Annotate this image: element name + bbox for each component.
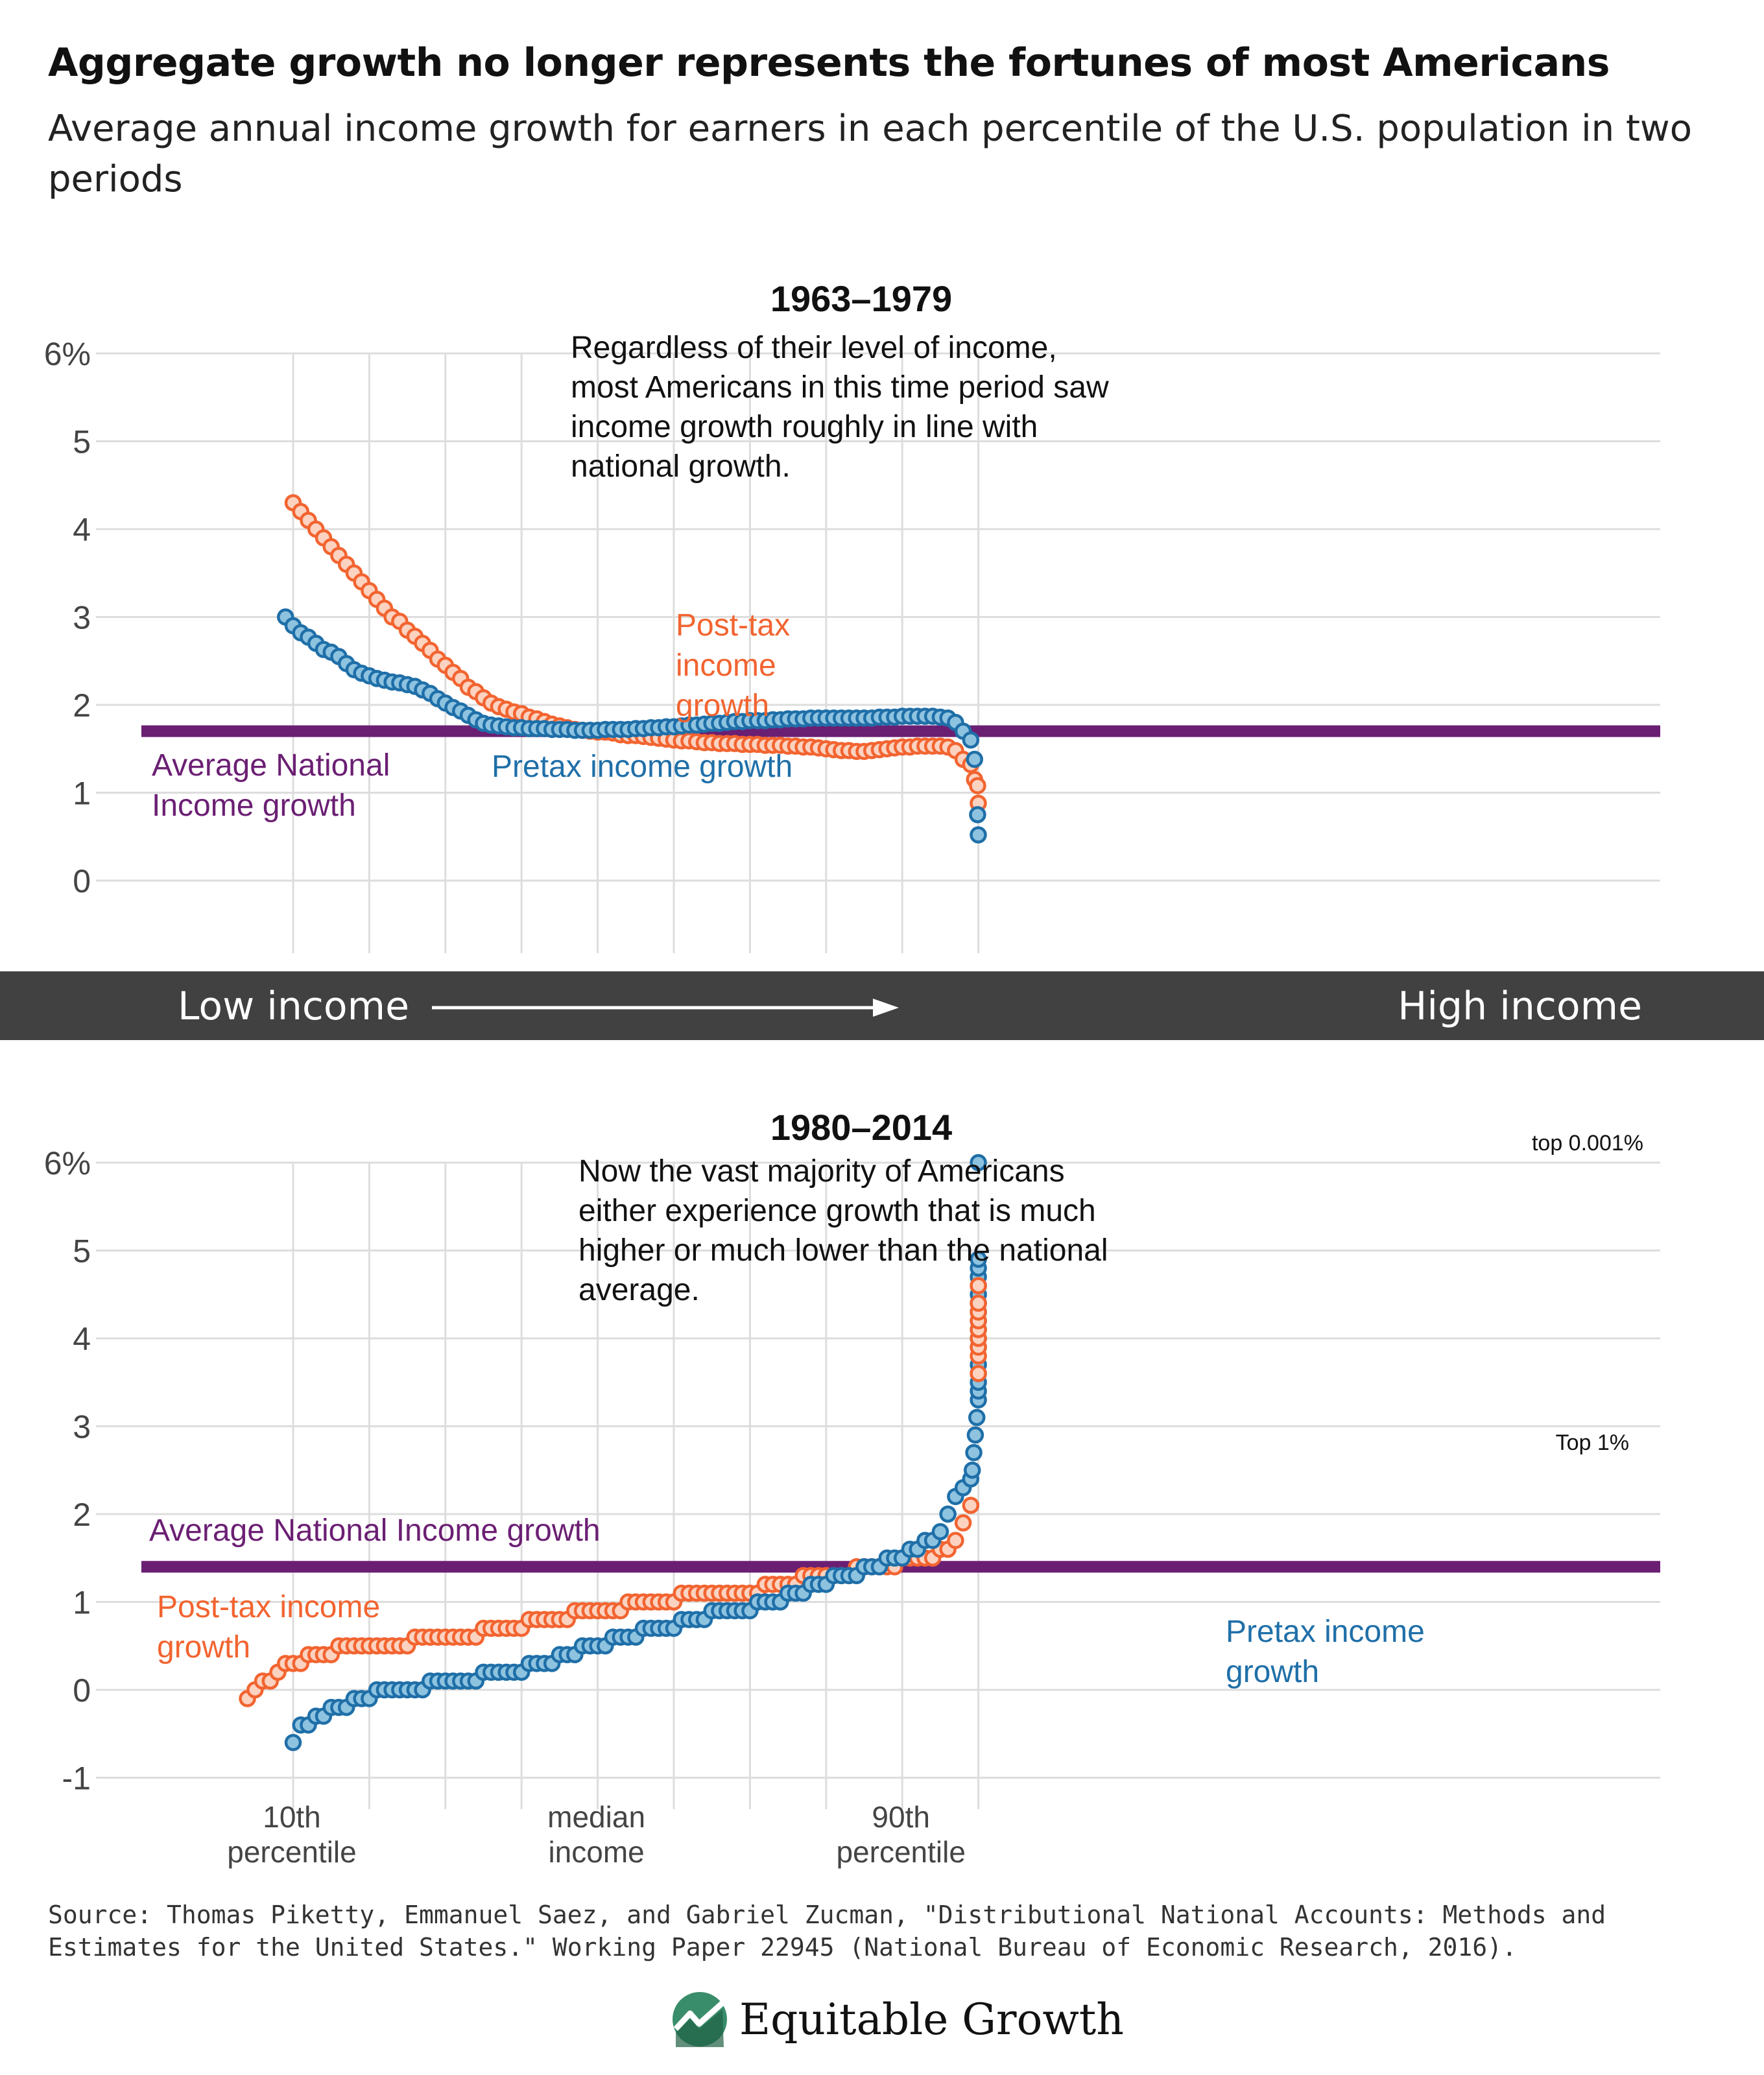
high-income-label: High income: [1398, 984, 1642, 1029]
growth-chart-logo-icon: [673, 1992, 727, 2047]
posttax-point: [962, 1497, 980, 1514]
y-tick-label: 5: [73, 1233, 91, 1270]
pretax-point: [966, 1426, 984, 1444]
logo: Equitable Growth: [672, 1987, 1124, 2052]
pretax-point: [970, 1250, 987, 1268]
panel-annotation: Regardless of their level of income, most…: [571, 331, 1109, 484]
panel-annotation: Now the vast majority of Americans either…: [578, 1154, 1108, 1307]
pretax-point: [939, 1505, 957, 1523]
x-tick-label: income: [548, 1835, 644, 1869]
posttax-point: [970, 1277, 987, 1294]
y-tick-label: 4: [73, 512, 91, 548]
y-tick-label: 1: [73, 776, 91, 812]
x-tick-label: percentile: [836, 1835, 965, 1869]
y-tick-label: 4: [73, 1321, 91, 1357]
y-tick-label: 2: [73, 1497, 91, 1533]
chart-canvas: 6% 5 4 3 2 1 0 1963–1979 Pretax income growth Reg…: [44, 278, 1660, 1869]
pretax-point: [969, 806, 986, 824]
chart-panel-1: 6% 5 4 3 2 1 0 1963–1979 Pretax income growth: [44, 278, 1660, 953]
x-tick-label: median: [547, 1800, 645, 1834]
panel-title: 1963–1979: [770, 278, 952, 319]
pretax-point: [966, 750, 983, 768]
pretax-point: [284, 1734, 302, 1751]
panel-title: 1980–2014: [770, 1107, 952, 1148]
posttax-series-label: Post-tax income growth: [676, 608, 790, 723]
page-title: Aggregate growth no longer represents th…: [48, 40, 1610, 86]
posttax-point: [970, 1294, 987, 1312]
y-tick-label: 3: [73, 600, 91, 636]
posttax-point: [970, 1364, 987, 1382]
national-average-label: Average National Income growth: [149, 1513, 601, 1548]
pretax-point: [968, 1408, 986, 1427]
pretax-point: [963, 1462, 981, 1479]
x-tick-label: 90th: [872, 1800, 930, 1834]
top-0001-label: top 0.001%: [1532, 1131, 1643, 1156]
pretax-point: [962, 731, 980, 749]
arrow-right-icon: [432, 999, 899, 1017]
y-tick-label: 3: [73, 1409, 91, 1445]
national-average-label: Average National Income growth: [152, 748, 390, 823]
pretax-series-label: Pretax income growth: [492, 750, 793, 784]
y-tick-label: 6%: [44, 336, 91, 372]
posttax-point: [954, 1514, 972, 1532]
logo-text: Equitable Growth: [739, 1994, 1124, 2045]
pretax-point: [965, 1443, 983, 1462]
page-subtitle: Average annual income growth for earners…: [48, 108, 1692, 200]
posttax-point: [969, 777, 986, 794]
y-tick-label: 6%: [44, 1145, 91, 1181]
pretax-series-label: Pretax income growth: [1226, 1615, 1425, 1689]
y-tick-label: 1: [73, 1585, 91, 1621]
top-1-label: Top 1%: [1556, 1430, 1629, 1455]
posttax-point: [947, 1532, 964, 1549]
pretax-point: [970, 826, 987, 844]
posttax-series-label: Post-tax income growth: [157, 1590, 380, 1665]
source-note: Source: Thomas Piketty, Emmanuel Saez, a…: [48, 1901, 1606, 1962]
y-tick-label: 0: [73, 863, 91, 899]
x-tick-label: percentile: [227, 1835, 356, 1869]
low-income-label: Low income: [178, 984, 409, 1029]
y-tick-label: 5: [73, 424, 91, 460]
y-tick-label: 2: [73, 687, 91, 724]
pretax-point: [931, 1523, 949, 1541]
y-tick-label: -1: [62, 1761, 91, 1797]
pretax-point: [970, 1154, 987, 1172]
chart-panel-2: 6% 5 4 3 2 1 0 -1 1980–2014 Average National Inco…: [44, 1107, 1660, 1869]
x-tick-label: 10th: [263, 1800, 321, 1834]
y-tick-label: 0: [73, 1672, 91, 1709]
